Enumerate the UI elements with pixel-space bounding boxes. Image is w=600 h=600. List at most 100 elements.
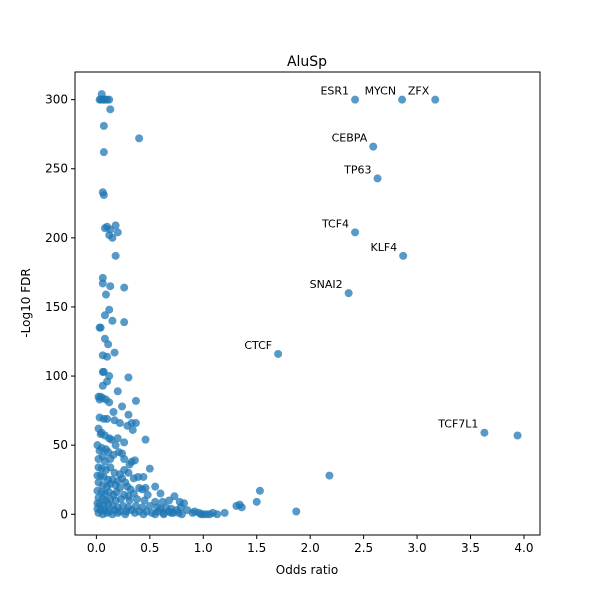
- data-point: [325, 471, 334, 480]
- data-point-ctcf: [274, 349, 283, 358]
- data-point: [106, 105, 115, 114]
- plot-frame: [74, 71, 541, 536]
- point-label-ctcf: CTCF: [244, 339, 272, 352]
- x-axis-label: Odds ratio: [276, 563, 338, 577]
- data-point: [109, 407, 118, 416]
- data-point: [121, 510, 130, 519]
- data-point: [237, 503, 246, 512]
- data-point: [159, 510, 168, 519]
- point-label-esr1: ESR1: [320, 85, 349, 98]
- points-layer: [93, 90, 522, 519]
- data-point: [120, 438, 129, 447]
- x-axis-ticks: 0.0 0.5 1.0 1.5 2.0 2.5 3.0 3.5 4.0: [87, 535, 534, 555]
- data-point: [151, 482, 160, 491]
- data-point: [125, 496, 134, 505]
- y-tick-label: 100: [45, 369, 68, 383]
- y-tick-label: 250: [45, 162, 68, 176]
- data-point: [98, 381, 107, 390]
- data-point-mycn: [398, 95, 407, 104]
- data-point: [107, 435, 116, 444]
- data-point: [252, 497, 261, 506]
- x-tick-label: 0.5: [140, 541, 159, 555]
- data-point-cebpa: [369, 142, 378, 151]
- data-point: [103, 414, 112, 423]
- data-point: [99, 191, 108, 200]
- data-point: [120, 318, 129, 327]
- data-point-esr1: [351, 95, 360, 104]
- data-point: [102, 290, 110, 299]
- data-point: [139, 510, 148, 519]
- data-point: [95, 95, 104, 104]
- data-point: [140, 496, 149, 505]
- point-label-mycn: MYCN: [365, 85, 397, 98]
- y-tick-label: 0: [60, 507, 68, 521]
- y-tick-label: 300: [45, 93, 68, 107]
- x-tick-label: 1.0: [194, 541, 213, 555]
- data-point: [255, 486, 264, 495]
- data-point: [106, 454, 115, 463]
- x-tick-label: 3.0: [408, 541, 427, 555]
- point-label-klf4: KLF4: [371, 241, 398, 254]
- y-tick-label: 200: [45, 231, 68, 245]
- data-point: [98, 279, 107, 288]
- data-point: [110, 348, 119, 357]
- data-point-klf4: [399, 251, 408, 260]
- data-point: [116, 495, 125, 504]
- data-point: [130, 508, 139, 517]
- data-point: [145, 464, 154, 473]
- x-tick-label: 2.0: [301, 541, 320, 555]
- data-point: [130, 456, 139, 465]
- data-point: [133, 495, 141, 504]
- point-label-tcf7l1: TCF7L1: [437, 418, 478, 431]
- data-point: [128, 425, 137, 434]
- data-point: [139, 472, 148, 481]
- data-point: [111, 441, 120, 450]
- data-point: [138, 485, 147, 494]
- data-point: [156, 489, 165, 498]
- y-tick-label: 150: [45, 300, 68, 314]
- x-tick-label: 3.5: [461, 541, 480, 555]
- data-point: [104, 340, 113, 349]
- point-label-cebpa: CEBPA: [332, 132, 368, 145]
- data-point: [213, 510, 222, 519]
- y-axis-label: -Log10 FDR: [19, 268, 33, 337]
- data-point: [95, 323, 104, 332]
- data-point: [98, 273, 107, 282]
- data-point-snai2: [344, 289, 353, 298]
- data-point: [131, 419, 140, 428]
- data-point: [131, 396, 140, 405]
- chart-title: AluSp: [287, 54, 327, 70]
- data-point: [124, 410, 133, 419]
- data-point: [120, 454, 129, 463]
- data-point-zfx: [431, 95, 440, 104]
- data-point: [108, 316, 117, 325]
- data-point: [135, 134, 144, 143]
- data-point: [108, 233, 117, 242]
- data-point: [113, 387, 122, 396]
- y-axis-ticks: 0 50 100 150 200 250 300: [45, 93, 75, 521]
- data-point: [151, 510, 160, 519]
- data-point: [95, 395, 104, 404]
- data-point: [141, 435, 150, 444]
- x-tick-label: 2.5: [354, 541, 373, 555]
- point-label-zfx: ZFX: [408, 85, 430, 98]
- data-point: [105, 398, 114, 407]
- data-point: [106, 463, 115, 472]
- data-point: [113, 434, 122, 443]
- data-point-tcf7l1: [480, 428, 489, 437]
- data-point: [165, 496, 174, 505]
- data-point: [124, 468, 133, 477]
- point-labels-layer: ESR1 MYCN ZFX CEBPA TP63 TCF4 KLF4 SNAI2 CTCF TCF…: [244, 85, 478, 431]
- data-point: [118, 402, 127, 411]
- data-point: [115, 419, 124, 428]
- data-point-tp63: [373, 174, 382, 183]
- data-point: [100, 311, 109, 320]
- data-point: [513, 431, 522, 440]
- data-point: [113, 508, 122, 517]
- data-point: [124, 373, 133, 382]
- data-point: [292, 507, 301, 516]
- data-point: [220, 508, 229, 517]
- point-label-tp63: TP63: [343, 163, 371, 176]
- x-tick-label: 0.0: [87, 541, 106, 555]
